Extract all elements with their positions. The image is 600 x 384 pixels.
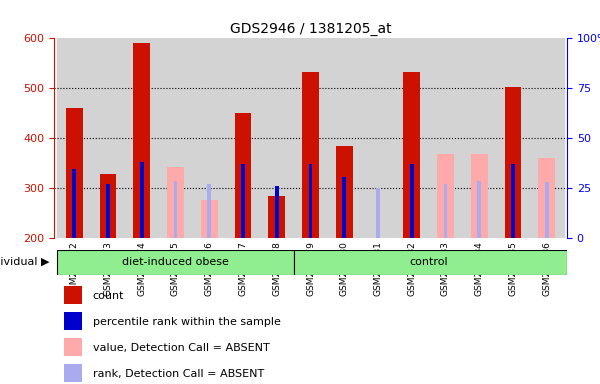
Bar — [193, 38, 226, 238]
Bar — [545, 182, 548, 238]
Bar — [173, 180, 178, 238]
Bar — [428, 38, 463, 238]
Bar — [328, 38, 361, 238]
Bar — [410, 164, 413, 238]
Bar — [395, 38, 428, 238]
Bar — [100, 174, 116, 238]
Bar — [167, 167, 184, 238]
Bar — [73, 169, 76, 238]
Bar — [91, 38, 125, 238]
Text: rank, Detection Call = ABSENT: rank, Detection Call = ABSENT — [92, 369, 264, 379]
Bar — [106, 184, 110, 238]
Bar — [293, 250, 567, 275]
Bar — [58, 38, 91, 238]
Bar — [158, 38, 193, 238]
Bar — [235, 113, 251, 238]
Bar — [376, 188, 380, 238]
Bar — [336, 146, 353, 238]
Bar — [505, 87, 521, 238]
Bar — [241, 164, 245, 238]
Title: GDS2946 / 1381205_at: GDS2946 / 1381205_at — [230, 22, 391, 36]
Bar — [343, 177, 346, 238]
Bar — [403, 72, 420, 238]
Text: control: control — [409, 257, 448, 267]
Bar — [496, 38, 530, 238]
Bar — [463, 38, 496, 238]
Text: percentile rank within the sample: percentile rank within the sample — [92, 317, 281, 327]
Bar — [302, 72, 319, 238]
Bar — [437, 154, 454, 238]
Bar — [125, 38, 158, 238]
Bar — [308, 164, 313, 238]
Bar — [443, 184, 448, 238]
Bar — [133, 43, 150, 238]
Bar — [58, 250, 293, 275]
Bar — [478, 180, 481, 238]
Text: count: count — [92, 291, 124, 301]
Bar — [64, 364, 82, 382]
Bar — [208, 184, 211, 238]
Bar — [260, 38, 293, 238]
Bar — [64, 286, 82, 304]
Bar — [293, 38, 328, 238]
Bar — [268, 196, 285, 238]
Bar — [64, 312, 82, 330]
Text: value, Detection Call = ABSENT: value, Detection Call = ABSENT — [92, 343, 269, 353]
Bar — [530, 38, 563, 238]
Bar — [201, 200, 218, 238]
Bar — [511, 164, 515, 238]
Text: individual ▶: individual ▶ — [0, 257, 50, 267]
Text: diet-induced obese: diet-induced obese — [122, 257, 229, 267]
Bar — [538, 158, 555, 238]
Bar — [64, 338, 82, 356]
Bar — [140, 162, 143, 238]
Bar — [275, 186, 278, 238]
Bar — [361, 38, 395, 238]
Bar — [226, 38, 260, 238]
Bar — [471, 154, 488, 238]
Bar — [66, 108, 83, 238]
